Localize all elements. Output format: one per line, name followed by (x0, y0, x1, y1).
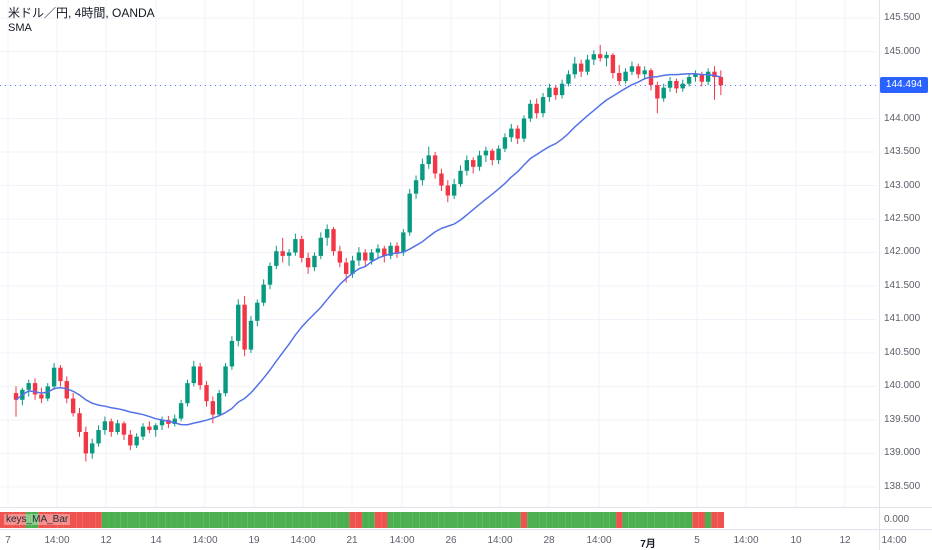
price-tick-label: 141.000 (884, 313, 921, 324)
time-tick-label: 14:00 (192, 535, 218, 546)
time-tick-label: 5 (694, 535, 700, 546)
time-tick-label: 7月 (640, 539, 656, 550)
price-tick-label: 139.000 (884, 447, 921, 458)
price-tick-label: 142.000 (884, 246, 921, 257)
time-tick-label: 14:00 (586, 535, 612, 546)
current-price-badge: 144.494 (880, 77, 928, 93)
time-tick-label: 14:00 (881, 535, 907, 546)
indicator-axis-value: 0.000 (884, 514, 910, 525)
time-tick-label: 14:00 (733, 535, 759, 546)
price-tick-label: 143.000 (884, 180, 921, 191)
price-tick-label: 141.500 (884, 280, 921, 291)
time-tick-label: 14 (150, 535, 162, 546)
price-tick-label: 142.500 (884, 213, 921, 224)
price-tick-label: 145.500 (884, 12, 921, 23)
time-tick-label: 26 (445, 535, 457, 546)
time-tick-label: 19 (248, 535, 260, 546)
time-tick-label: 12 (839, 535, 851, 546)
time-tick-label: 7 (5, 535, 11, 546)
time-tick-label: 21 (346, 535, 358, 546)
time-tick-label: 10 (790, 535, 802, 546)
symbol-title[interactable]: 米ドル／円, 4時間, OANDA (8, 6, 155, 20)
time-tick-label: 14:00 (44, 535, 70, 546)
price-tick-label: 145.000 (884, 46, 921, 57)
price-tick-label: 138.500 (884, 481, 921, 492)
indicator-pane-label[interactable]: keys_MA_Bar (4, 514, 71, 525)
time-tick-label: 28 (543, 535, 555, 546)
price-tick-label: 140.000 (884, 380, 921, 391)
price-tick-label: 140.500 (884, 347, 921, 358)
time-tick-label: 14:00 (487, 535, 513, 546)
price-tick-label: 139.500 (884, 414, 921, 425)
chart-legend: 米ドル／円, 4時間, OANDA SMA (8, 6, 155, 35)
time-tick-label: 12 (100, 535, 112, 546)
time-tick-label: 14:00 (389, 535, 415, 546)
price-tick-label: 144.000 (884, 113, 921, 124)
price-tick-label: 143.500 (884, 146, 921, 157)
time-tick-label: 14:00 (290, 535, 316, 546)
sma-indicator-label[interactable]: SMA (8, 22, 32, 34)
